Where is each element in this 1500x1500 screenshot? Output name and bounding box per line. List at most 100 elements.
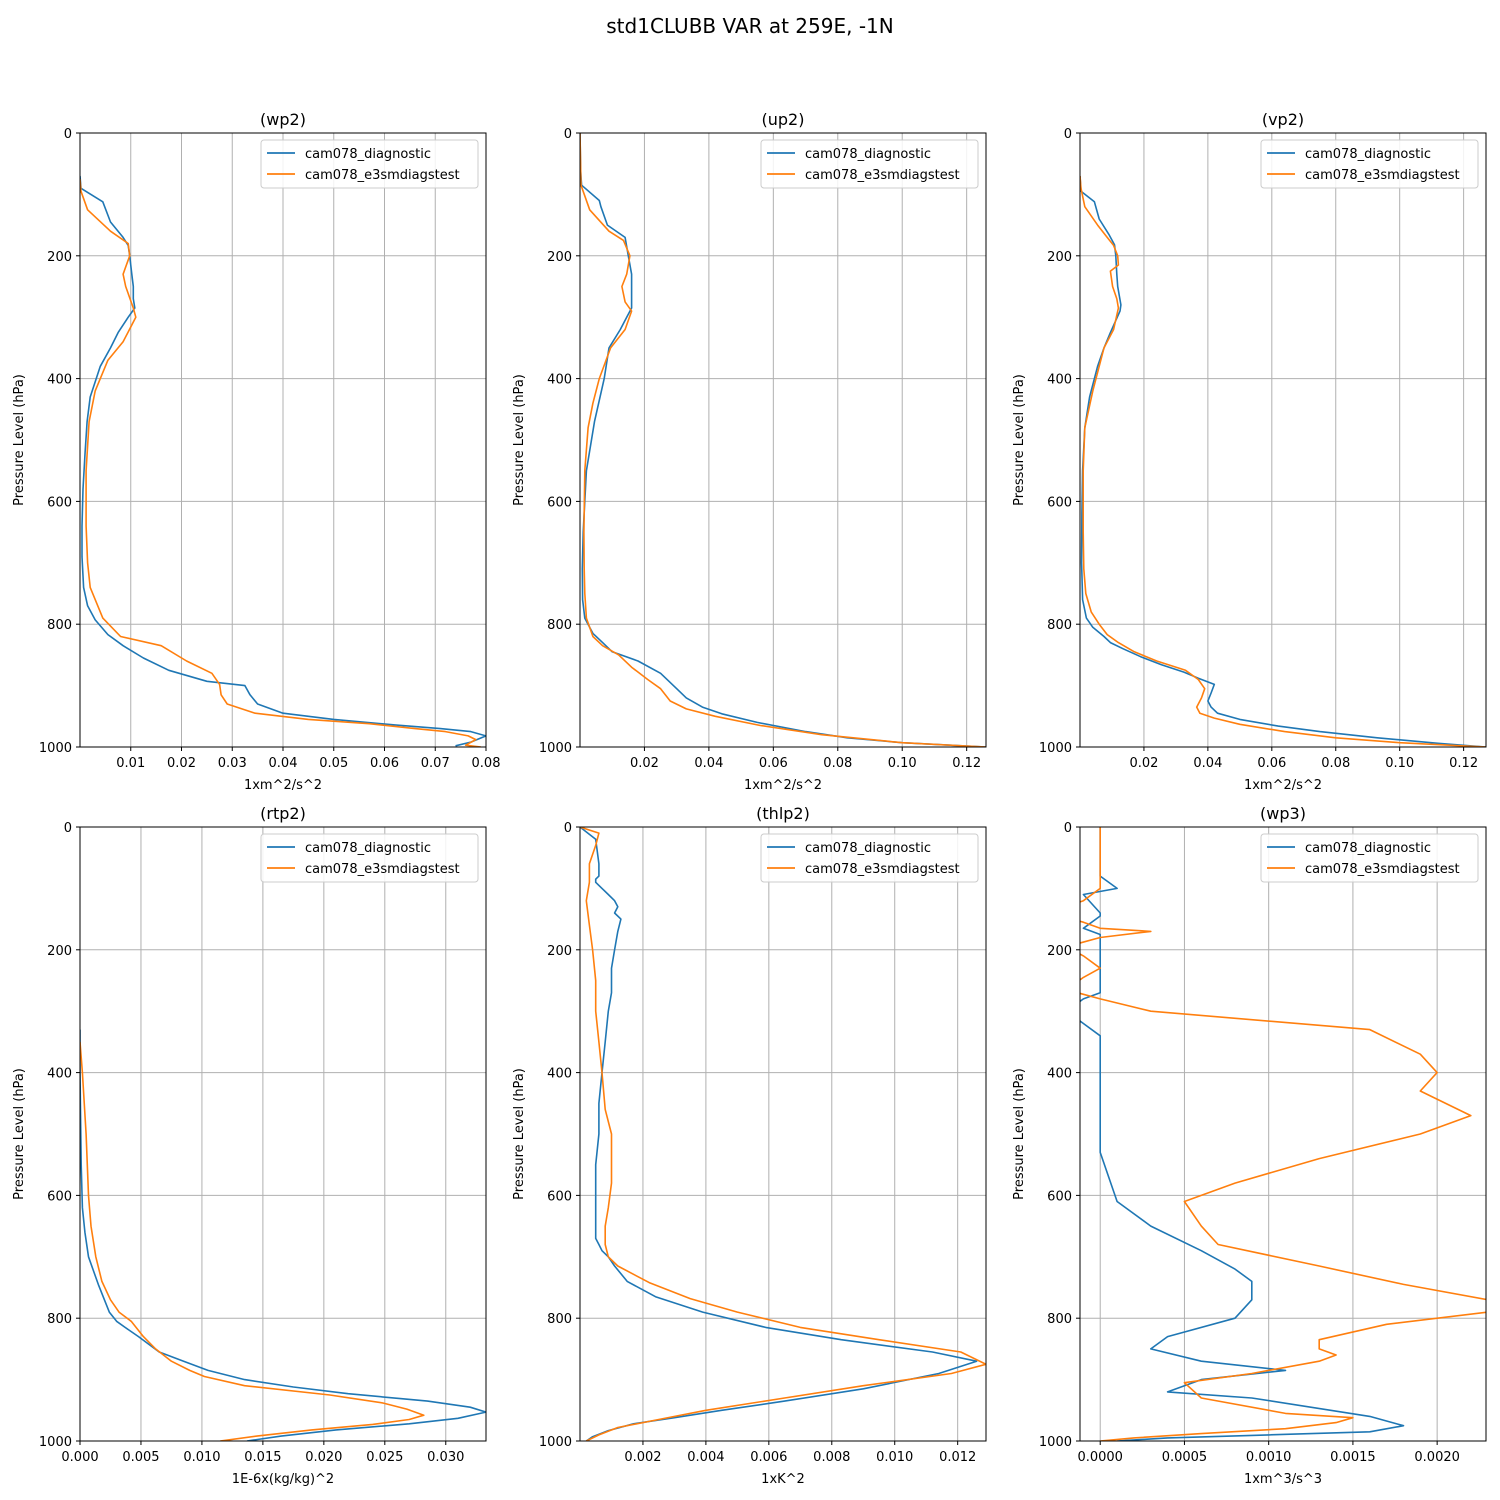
panel-2: 0.02 0.04 0.06 0.08 0.10 0.12 0 200 400 600 800 100… — [512, 110, 987, 793]
legend: cam078_diagnostic cam078_e3smdiagstest — [260, 833, 479, 883]
x-tick-label: 0.020 — [305, 1450, 342, 1465]
legend-box — [1260, 139, 1479, 189]
x-tick-label: 0.04 — [269, 756, 298, 771]
y-tick-label: 0 — [564, 127, 572, 142]
legend-label: cam078_diagnostic — [805, 841, 931, 856]
x-tick-label: 0.10 — [1385, 756, 1414, 771]
legend-label: cam078_diagnostic — [1305, 841, 1431, 856]
y-tick-label: 1000 — [39, 741, 72, 756]
series-line-cam078_diagnostic — [80, 1029, 486, 1441]
legend: cam078_diagnostic cam078_e3smdiagstest — [1260, 833, 1479, 883]
y-tick-label: 200 — [47, 250, 72, 265]
series-line-cam078_diagnostic — [80, 175, 486, 747]
series-line-cam078_e3smdiagstest — [580, 827, 986, 1441]
y-tick-label: 200 — [547, 250, 572, 265]
x-tick-label: 0.006 — [750, 1450, 787, 1465]
legend: cam078_diagnostic cam078_e3smdiagstest — [1260, 139, 1479, 189]
series-line-cam078_diagnostic — [1080, 175, 1486, 747]
x-tick-label: 0.01 — [116, 756, 145, 771]
x-axis-label: 1xK^2 — [761, 1472, 805, 1487]
x-tick-label: 0.030 — [427, 1450, 464, 1465]
x-axis-label: 1xm^2/s^2 — [1244, 778, 1322, 793]
x-tick-label: 0.06 — [759, 756, 788, 771]
x-axis-label: 1xm^2/s^2 — [744, 778, 822, 793]
panel-title: (thlp2) — [756, 804, 810, 823]
y-tick-label: 200 — [547, 944, 572, 959]
plot-frame — [1079, 132, 1487, 748]
panel-6: 0.0000 0.0005 0.0010 0.0015 0.0020 0 200 400 600… — [1012, 804, 1487, 1487]
y-tick-label: 400 — [47, 373, 72, 388]
y-tick-label: 800 — [47, 618, 72, 633]
x-tick-label: 0.005 — [122, 1450, 159, 1465]
x-tick-label: 0.0020 — [1414, 1450, 1460, 1465]
y-tick-label: 400 — [1047, 1067, 1072, 1082]
legend: cam078_diagnostic cam078_e3smdiagstest — [760, 139, 979, 189]
y-tick-label: 400 — [1047, 373, 1072, 388]
y-tick-label: 400 — [547, 1067, 572, 1082]
y-tick-label: 1000 — [39, 1435, 72, 1450]
x-tick-label: 0.02 — [630, 756, 659, 771]
x-tick-label: 0.0010 — [1246, 1450, 1292, 1465]
panel-4: 0.000 0.005 0.010 0.015 0.020 0.025 0.030 0 200 4… — [12, 804, 487, 1487]
x-tick-label: 0.03 — [218, 756, 247, 771]
x-tick-label: 0.015 — [244, 1450, 281, 1465]
panel-5: 0.002 0.004 0.006 0.008 0.010 0.012 0 200 400 600… — [512, 804, 987, 1487]
y-axis-label: Pressure Level (hPa) — [12, 374, 27, 506]
legend: cam078_diagnostic cam078_e3smdiagstest — [260, 139, 479, 189]
panel-title: (up2) — [762, 110, 805, 129]
y-tick-label: 0 — [564, 821, 572, 836]
y-tick-label: 600 — [47, 1189, 72, 1204]
x-tick-label: 0.002 — [624, 1450, 661, 1465]
panel-title: (rtp2) — [260, 804, 306, 823]
figure-title: std1CLUBB VAR at 259E, -1N — [606, 14, 894, 38]
y-tick-label: 0 — [64, 127, 72, 142]
y-tick-label: 600 — [547, 495, 572, 510]
x-tick-label: 0.02 — [167, 756, 196, 771]
plot-frame — [79, 826, 487, 1442]
y-axis-label: Pressure Level (hPa) — [512, 374, 527, 506]
panel-1: 0.01 0.02 0.03 0.04 0.05 0.06 0.07 0.08 0 200 400 6… — [12, 110, 500, 793]
legend-label: cam078_e3smdiagstest — [305, 862, 460, 877]
series-line-cam078_e3smdiagstest — [580, 133, 986, 747]
panel-title: (wp2) — [260, 110, 306, 129]
panel-title: (wp3) — [1260, 804, 1306, 823]
panel-title: (vp2) — [1262, 110, 1304, 129]
x-tick-label: 0.012 — [939, 1450, 976, 1465]
legend-box — [760, 139, 979, 189]
y-tick-label: 400 — [47, 1067, 72, 1082]
x-tick-label: 0.08 — [472, 756, 501, 771]
x-tick-label: 0.004 — [687, 1450, 724, 1465]
series-line-cam078_diagnostic — [1080, 827, 1405, 1441]
y-tick-label: 400 — [547, 373, 572, 388]
legend-label: cam078_e3smdiagstest — [305, 168, 460, 183]
x-axis-label: 1xm^3/s^3 — [1244, 1472, 1322, 1487]
plot-frame — [579, 132, 987, 748]
series-line-cam078_e3smdiagstest — [80, 179, 481, 747]
legend-label: cam078_e3smdiagstest — [805, 168, 960, 183]
x-tick-label: 0.0005 — [1162, 1450, 1208, 1465]
plot-frame — [579, 826, 987, 1442]
x-tick-label: 0.08 — [1321, 756, 1350, 771]
y-axis-label: Pressure Level (hPa) — [12, 1068, 27, 1200]
y-tick-label: 1000 — [539, 1435, 572, 1450]
x-tick-label: 0.010 — [183, 1450, 220, 1465]
y-tick-label: 200 — [1047, 944, 1072, 959]
plot-frame — [1079, 826, 1487, 1442]
x-tick-label: 0.10 — [888, 756, 917, 771]
x-tick-label: 0.0000 — [1077, 1450, 1123, 1465]
x-axis-label: 1E-6x(kg/kg)^2 — [232, 1472, 334, 1487]
series-line-cam078_diagnostic — [580, 827, 978, 1441]
x-tick-label: 0.12 — [952, 756, 981, 771]
y-tick-label: 800 — [1047, 618, 1072, 633]
x-tick-label: 0.025 — [366, 1450, 403, 1465]
legend-label: cam078_diagnostic — [305, 841, 431, 856]
legend-label: cam078_e3smdiagstest — [1305, 862, 1460, 877]
y-tick-label: 200 — [1047, 250, 1072, 265]
plot-frame — [79, 132, 487, 748]
legend-box — [1260, 833, 1479, 883]
series-line-cam078_e3smdiagstest — [1080, 827, 1486, 1441]
y-tick-label: 800 — [1047, 1312, 1072, 1327]
y-tick-label: 200 — [47, 944, 72, 959]
series-line-cam078_diagnostic — [580, 133, 986, 747]
